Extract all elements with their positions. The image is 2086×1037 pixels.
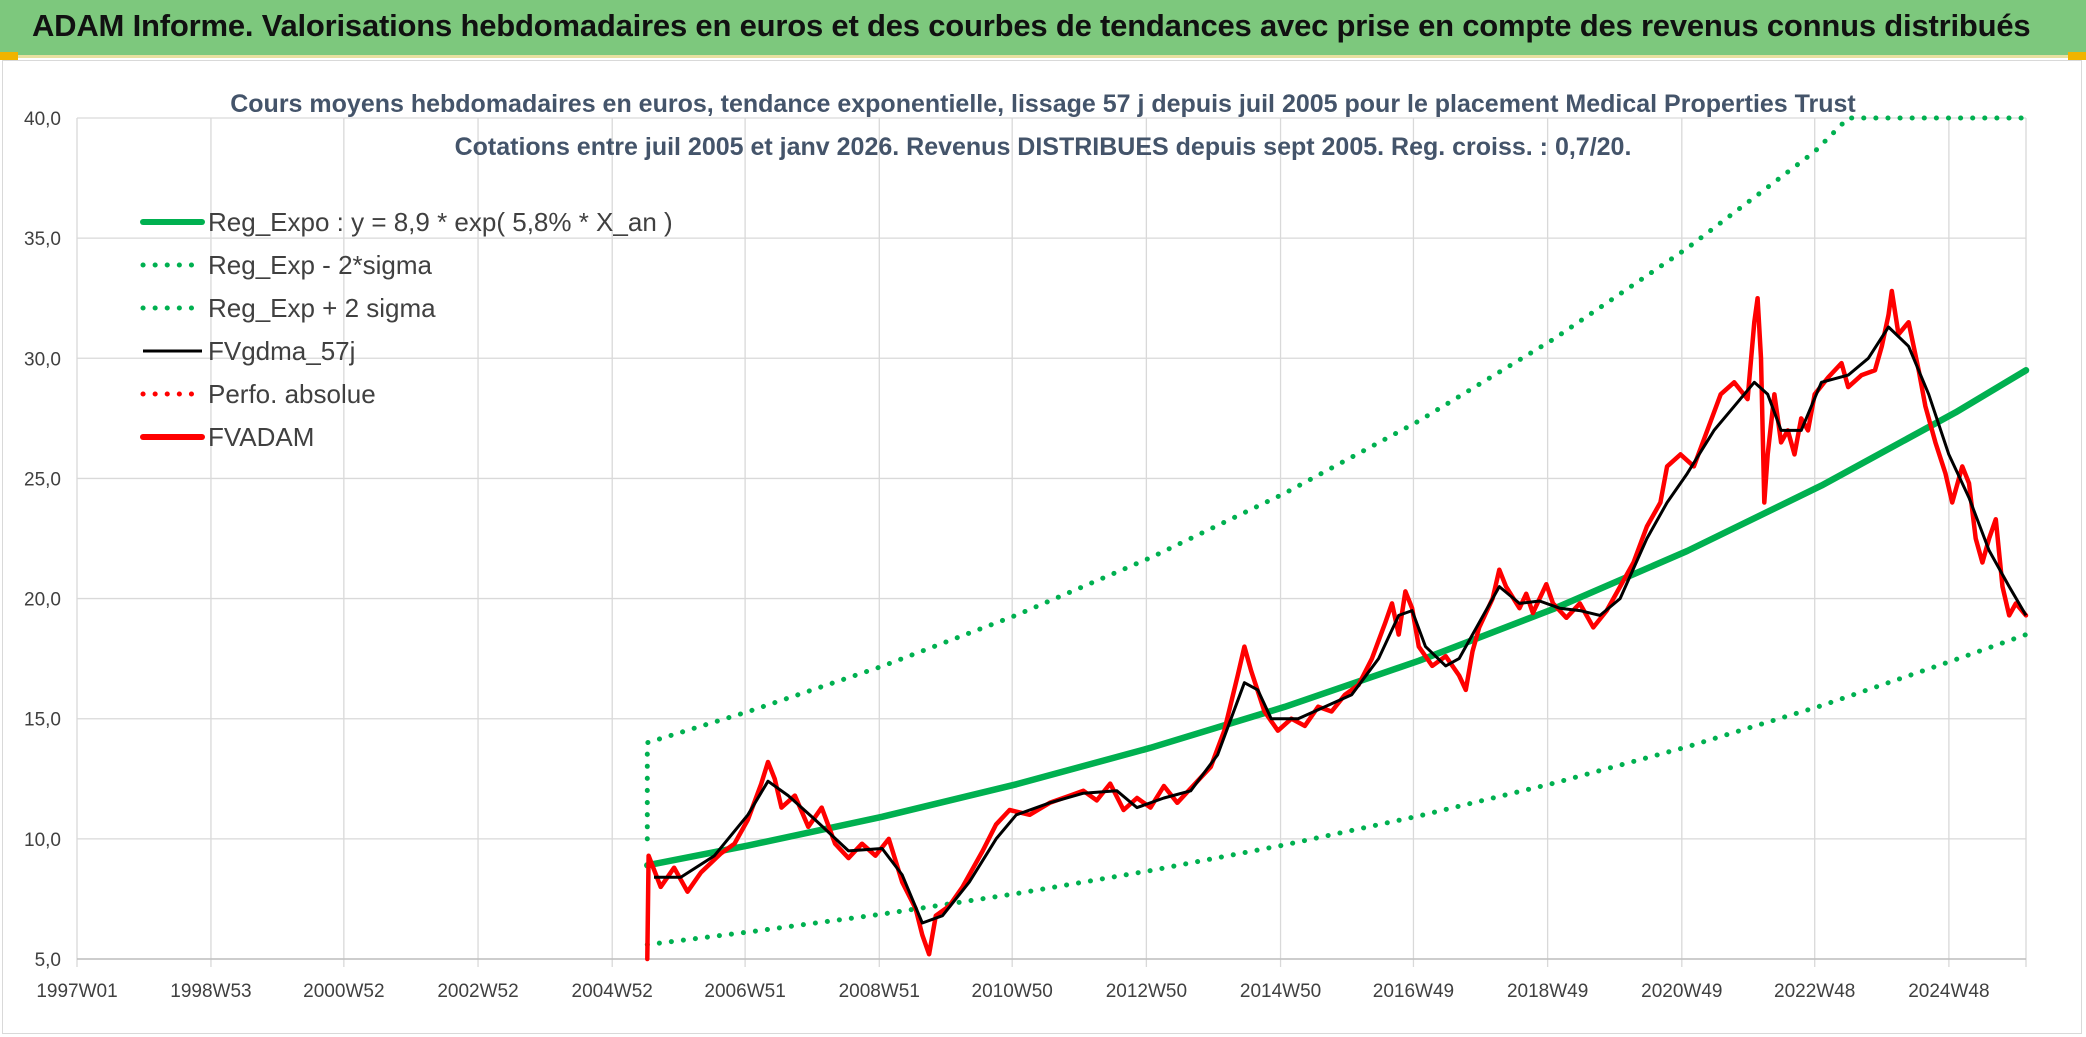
banner-corner-right bbox=[2068, 52, 2086, 60]
x-tick-label: 1998W53 bbox=[170, 981, 251, 1002]
y-tick-label: 20,0 bbox=[24, 590, 61, 611]
y-tick-label: 10,0 bbox=[24, 830, 61, 851]
x-tick-label: 2012W50 bbox=[1106, 981, 1187, 1002]
series-line-reg-expo-y-8-9-exp-5-8-x-an bbox=[644, 367, 2030, 869]
banner-corner-left bbox=[0, 52, 18, 60]
legend-label: Perfo. absolue bbox=[208, 379, 376, 409]
x-tick-label: 2022W48 bbox=[1774, 981, 1855, 1002]
report-title: ADAM Informe. Valorisations hebdomadaire… bbox=[32, 8, 2031, 43]
x-tick-label: 2014W50 bbox=[1240, 981, 1321, 1002]
series-line-fvgdma-57j bbox=[654, 325, 2028, 925]
x-tick-label: 2006W51 bbox=[704, 981, 785, 1002]
chart-subtitle: Cotations entre juil 2005 et janv 2026. … bbox=[455, 133, 1632, 161]
y-tick-label: 35,0 bbox=[24, 229, 61, 250]
legend-label: Reg_Expo : y = 8,9 * exp( 5,8% * X_an ) bbox=[208, 207, 673, 237]
y-tick-label: 40,0 bbox=[24, 109, 61, 130]
grid-lines bbox=[76, 117, 2027, 967]
chart-title: Cours moyens hebdomadaires en euros, ten… bbox=[230, 90, 1856, 118]
x-tick-label: 2018W49 bbox=[1507, 981, 1588, 1002]
y-tick-label: 30,0 bbox=[24, 349, 61, 370]
y-tick-label: 25,0 bbox=[24, 469, 61, 490]
legend-label: FVgdma_57j bbox=[208, 336, 355, 366]
series-lines bbox=[644, 115, 2030, 962]
legend-label: FVADAM bbox=[208, 422, 314, 452]
legend-label: Reg_Exp - 2*sigma bbox=[208, 250, 433, 280]
x-tick-label: 2000W52 bbox=[303, 981, 384, 1002]
y-tick-label: 15,0 bbox=[24, 710, 61, 731]
x-tick-label: 2020W49 bbox=[1641, 981, 1722, 1002]
x-tick-label: 2016W49 bbox=[1373, 981, 1454, 1002]
series-line-fvadam bbox=[645, 288, 2029, 962]
y-axis-ticks: 5,0 10,0 15,0 20,0 25,0 30,0 35,0 40,0 bbox=[24, 109, 61, 971]
x-axis-ticks: 1997W01 1998W53 2000W52 2002W52 2004W52 2006W… bbox=[36, 981, 1989, 1002]
report-banner: ADAM Informe. Valorisations hebdomadaire… bbox=[0, 0, 2086, 58]
chart-legend: Reg_Expo : y = 8,9 * exp( 5,8% * X_an ) R… bbox=[140, 207, 673, 452]
x-tick-label: 2008W51 bbox=[839, 981, 920, 1002]
x-tick-label: 2004W52 bbox=[572, 981, 653, 1002]
legend-label: Reg_Exp + 2 sigma bbox=[208, 293, 436, 323]
chart-frame bbox=[2, 60, 2082, 1034]
x-tick-label: 2024W48 bbox=[1908, 981, 1989, 1002]
x-tick-label: 2002W52 bbox=[437, 981, 518, 1002]
x-tick-label: 1997W01 bbox=[36, 981, 117, 1002]
series-line-reg-exp-2-sigma bbox=[644, 115, 2029, 842]
series-line-reg-exp-2-sigma bbox=[644, 632, 2029, 948]
x-tick-label: 2010W50 bbox=[972, 981, 1053, 1002]
y-tick-label: 5,0 bbox=[35, 950, 61, 971]
